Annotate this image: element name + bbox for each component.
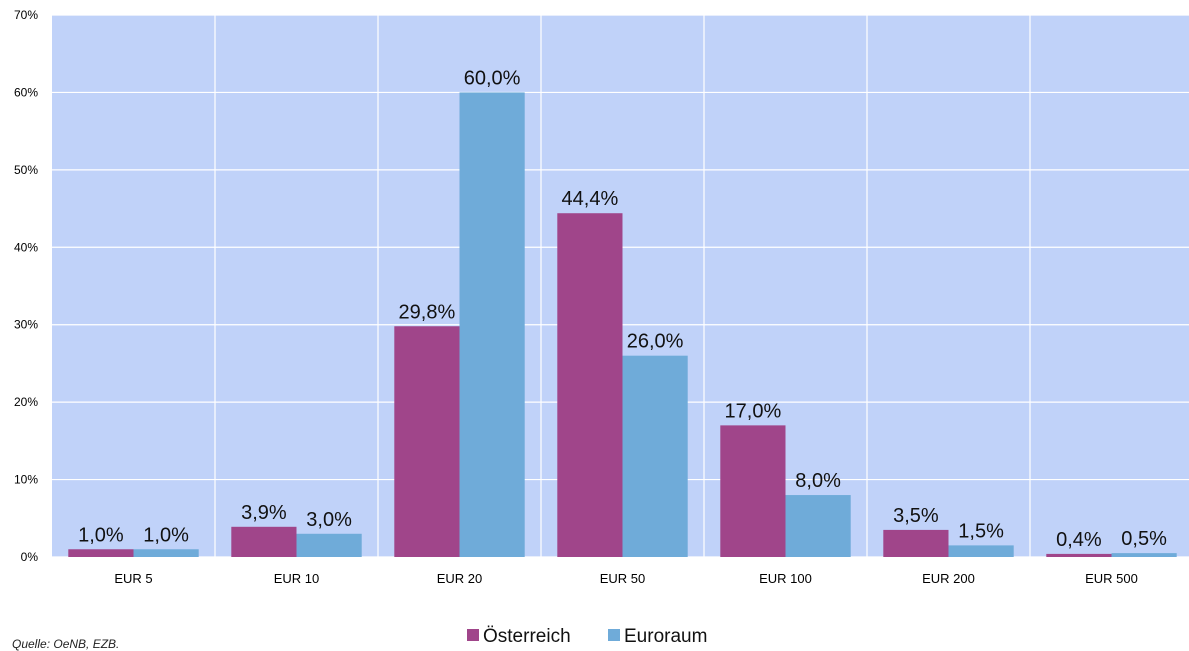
bar	[1046, 553, 1112, 557]
bar	[1111, 553, 1177, 557]
y-tick-label: 70%	[14, 8, 38, 22]
y-tick-label: 30%	[14, 318, 38, 332]
x-tick-label: EUR 5	[114, 571, 152, 586]
data-label: 26,0%	[627, 331, 684, 353]
data-label: 1,5%	[958, 520, 1004, 542]
data-label: 60,0%	[464, 67, 521, 89]
data-label: 1,0%	[78, 524, 124, 546]
data-label: 44,4%	[562, 188, 619, 210]
y-axis: 0% 10% 20% 30% 40% 50% 60% 70%	[14, 8, 38, 564]
legend-label: Österreich	[483, 626, 571, 647]
x-axis: EUR 5 EUR 10 EUR 20 EUR 50 EUR 100 EUR 200 EUR…	[114, 571, 1138, 586]
y-tick-label: 20%	[14, 395, 38, 409]
bar	[557, 213, 623, 557]
legend-swatch	[467, 629, 479, 641]
bar	[948, 545, 1014, 557]
y-tick-label: 40%	[14, 240, 38, 254]
data-label: 3,9%	[241, 502, 287, 524]
x-tick-label: EUR 200	[922, 571, 975, 586]
y-tick-label: 50%	[14, 163, 38, 177]
x-tick-label: EUR 20	[437, 571, 483, 586]
x-tick-label: EUR 10	[274, 571, 320, 586]
legend: Österreich Euroraum	[467, 626, 707, 647]
bar	[459, 92, 525, 557]
data-label: 1,0%	[143, 524, 189, 546]
data-label: 17,0%	[725, 400, 782, 422]
y-tick-label: 10%	[14, 473, 38, 487]
data-label: 29,8%	[399, 301, 456, 323]
bar	[622, 355, 688, 557]
bar	[133, 549, 199, 557]
x-tick-label: EUR 100	[759, 571, 812, 586]
data-label: 3,5%	[893, 505, 939, 527]
data-labels: 1,0% 1,0% 3,9% 3,0% 29,8% 60,0% 44,4% 26,0% 17,0…	[78, 67, 1167, 550]
x-tick-label: EUR 500	[1085, 571, 1138, 586]
bar	[394, 326, 460, 557]
y-tick-label: 60%	[14, 85, 38, 99]
bar	[231, 526, 297, 557]
legend-label: Euroraum	[624, 626, 707, 647]
bar	[720, 425, 786, 557]
data-label: 3,0%	[306, 509, 352, 531]
bar	[883, 529, 949, 557]
bars	[68, 92, 1177, 557]
x-tick-label: EUR 50	[600, 571, 646, 586]
legend-swatch	[608, 629, 620, 641]
bar	[296, 533, 362, 557]
y-tick-label: 0%	[21, 550, 39, 564]
bar	[785, 495, 851, 557]
data-label: 0,4%	[1056, 529, 1102, 551]
bar	[68, 549, 134, 557]
data-label: 0,5%	[1121, 528, 1167, 550]
data-label: 8,0%	[795, 470, 841, 492]
source-note: Quelle: OeNB, EZB.	[12, 637, 120, 651]
